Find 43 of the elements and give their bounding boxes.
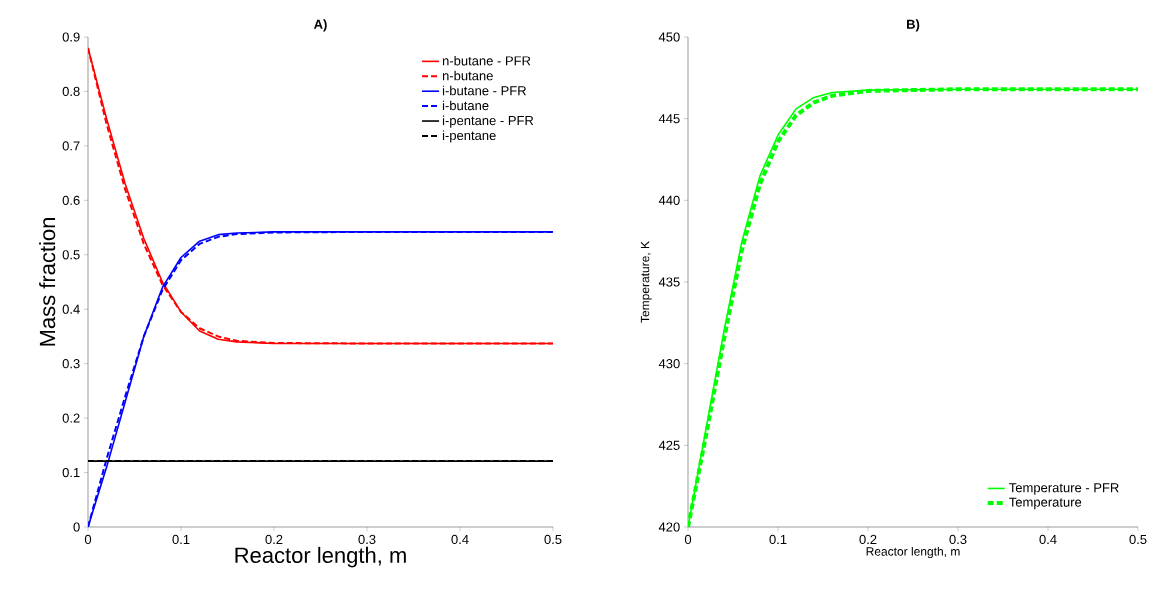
x-tick-label: 0.5 [544,534,562,544]
y-tick-label: 445 [658,114,680,124]
y-tick-label: 440 [658,195,680,205]
x-tick-label: 0.1 [172,534,190,544]
legend-label: i-pentane - PFR [442,115,534,128]
chart-title: A) [313,19,327,32]
y-tick-label: 0 [73,522,80,532]
legend-label: i-butane [442,100,489,111]
x-axis-title: Reactor length, m [235,546,406,568]
y-tick-label: 0.4 [62,304,80,314]
x-tick-label: 0 [684,534,692,544]
y-tick-label: 435 [658,277,680,287]
y-tick-label: 0.7 [62,141,80,151]
x-tick-label: 0.5 [1129,534,1147,544]
y-tick-label: 450 [658,32,680,42]
legend-label: n-butane [442,70,493,81]
x-tick-label: 0.3 [358,534,376,544]
legend-label: i-butane - PFR [442,85,526,96]
y-tick-label: 0.9 [62,32,80,42]
chart-title: B) [907,19,920,32]
legend-label: Temperature [1009,497,1082,510]
y-tick-label: 430 [658,359,680,369]
x-tick-label: 0.1 [769,534,787,544]
x-tick-label: 0.4 [451,534,469,544]
y-tick-label: 0.3 [62,359,80,369]
x-tick-label: 0 [84,534,92,544]
y-tick-label: 425 [658,440,680,450]
x-axis-title: Reactor length, m [866,546,960,559]
x-tick-label: 0.2 [265,534,283,544]
y-tick-label: 0.6 [62,195,80,205]
legend-label: i-pentane [442,130,496,143]
x-tick-label: 0.2 [859,534,877,544]
y-tick-label: 0.2 [62,413,80,423]
y-axis-title: Temperature, K [640,241,652,323]
x-tick-label: 0.4 [1039,534,1057,544]
legend-label: n-butane - PFR [442,55,531,66]
legend-label: Temperature - PFR [1009,483,1119,495]
y-tick-label: 0.5 [62,250,80,260]
x-tick-label: 0.3 [949,534,967,544]
y-tick-label: 420 [658,522,680,532]
y-tick-label: 0.8 [62,86,80,97]
y-axis-title: Mass fraction [39,218,56,346]
y-tick-label: 0.1 [62,467,80,478]
